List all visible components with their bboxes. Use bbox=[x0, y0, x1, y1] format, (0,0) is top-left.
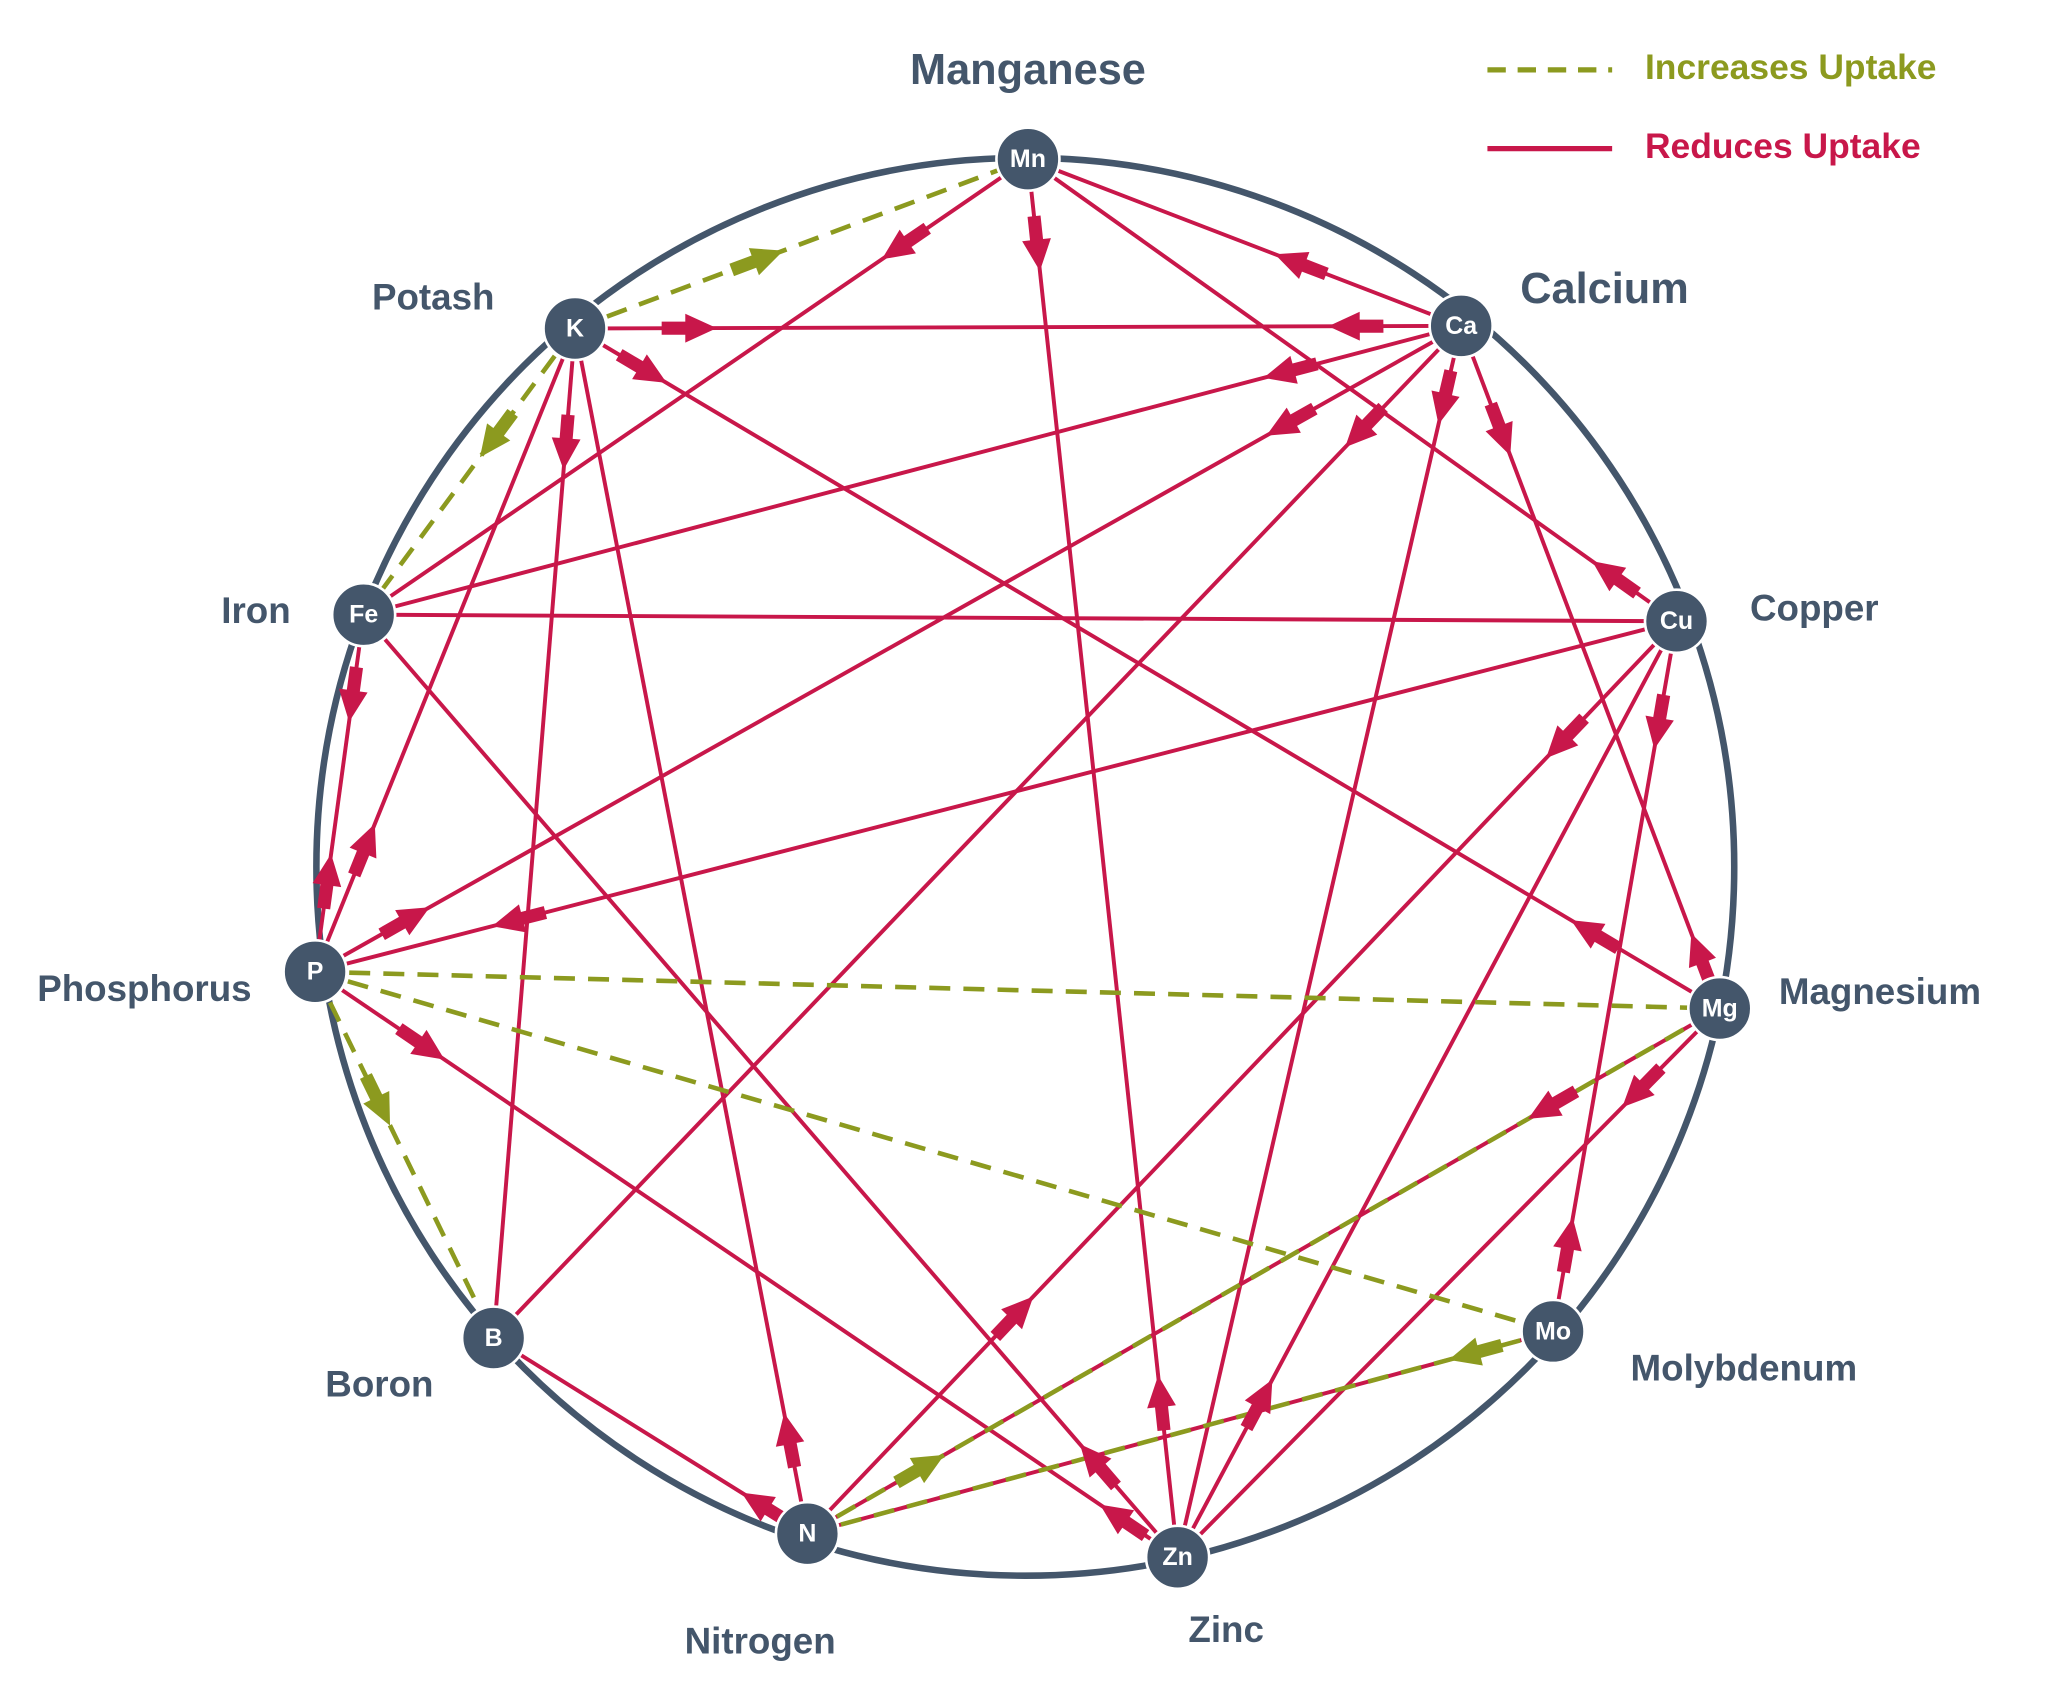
reduces-line bbox=[313, 970, 1179, 1559]
outer-ring bbox=[313, 154, 1738, 1579]
reduces-arrow bbox=[348, 823, 377, 878]
reduces-arrow bbox=[1431, 369, 1460, 425]
reduces-arrow bbox=[1546, 713, 1589, 759]
reduces-arrow bbox=[1328, 311, 1384, 341]
reduces-line bbox=[574, 326, 1721, 1011]
reduces-arrow bbox=[1528, 1085, 1580, 1119]
increases-arrow bbox=[1448, 1337, 1504, 1366]
node-name: Nitrogen bbox=[685, 1621, 836, 1662]
reduces-arrow bbox=[1100, 1504, 1150, 1542]
node-name: Copper bbox=[1750, 587, 1879, 628]
node-symbol: Mg bbox=[1702, 994, 1738, 1022]
reduces-arrow bbox=[661, 313, 717, 343]
reduces-line bbox=[805, 619, 1678, 1536]
reduces-line bbox=[362, 157, 1030, 617]
reduces-arrow bbox=[990, 1296, 1034, 1341]
reduces-arrow bbox=[1570, 920, 1622, 954]
legend-increases: Increases Uptake bbox=[1645, 47, 1937, 87]
increases-line bbox=[361, 327, 577, 617]
reduces-line bbox=[1025, 158, 1180, 1558]
node bbox=[460, 1305, 527, 1371]
reduces-arrow bbox=[1484, 401, 1513, 456]
reduces-line bbox=[491, 328, 577, 1339]
reduces-line bbox=[313, 327, 577, 973]
increases-line bbox=[806, 1329, 1554, 1536]
reduces-line bbox=[1027, 157, 1462, 328]
node-symbol: N bbox=[798, 1520, 816, 1548]
node-symbol: Fe bbox=[349, 601, 378, 629]
node-symbol: P bbox=[307, 958, 324, 986]
node bbox=[1520, 1298, 1586, 1365]
reduces-arrow bbox=[1592, 561, 1641, 599]
reduces-arrow bbox=[775, 1413, 805, 1469]
reduces-arrow bbox=[1345, 402, 1388, 448]
increases-line bbox=[574, 156, 1029, 331]
increases-arrow bbox=[479, 408, 518, 458]
increases-line bbox=[314, 969, 1554, 1334]
reduces-arrow bbox=[1147, 1375, 1176, 1432]
node bbox=[1643, 588, 1710, 655]
reduces-arrow bbox=[881, 222, 931, 260]
reduces-arrow bbox=[492, 904, 548, 933]
reduces-arrow bbox=[338, 666, 368, 722]
node bbox=[1428, 293, 1494, 359]
reduces-arrow bbox=[378, 907, 430, 941]
node bbox=[1144, 1524, 1211, 1591]
node-symbol: Cu bbox=[1660, 607, 1693, 635]
reduces-arrow bbox=[1645, 693, 1674, 750]
node-symbol: B bbox=[485, 1324, 503, 1352]
reduces-line bbox=[1175, 325, 1464, 1558]
reduces-arrow bbox=[1553, 1217, 1582, 1274]
reduces-arrow bbox=[551, 414, 581, 470]
node-symbol: Mn bbox=[1010, 145, 1046, 173]
reduces-arrow bbox=[1263, 355, 1319, 384]
reduces-arrow bbox=[1274, 251, 1329, 281]
node bbox=[774, 1500, 841, 1567]
increases-arrow bbox=[729, 248, 784, 277]
reduces-line bbox=[575, 323, 1462, 331]
reduces-arrow bbox=[312, 853, 342, 910]
node-name: Manganese bbox=[910, 46, 1146, 94]
reduces-line bbox=[1026, 157, 1678, 623]
legend-reduces: Reduces Uptake bbox=[1645, 126, 1921, 166]
node-symbol: Ca bbox=[1445, 312, 1478, 340]
node bbox=[1686, 975, 1753, 1042]
node-symbol: K bbox=[566, 314, 584, 342]
increases-arrow bbox=[893, 1454, 945, 1489]
node-symbol: Zn bbox=[1162, 1543, 1192, 1571]
reduces-arrow bbox=[1022, 215, 1051, 271]
node-name: Iron bbox=[221, 590, 290, 631]
reduces-arrow bbox=[1688, 933, 1718, 988]
arrows bbox=[312, 215, 1718, 1542]
reduces-arrow bbox=[615, 349, 667, 383]
increases-line bbox=[315, 969, 1720, 1011]
increases-arrow bbox=[359, 1073, 391, 1126]
reduces-arrow bbox=[395, 1023, 445, 1060]
node-name: Zinc bbox=[1188, 1609, 1264, 1650]
reduces-arrow bbox=[1622, 1063, 1666, 1108]
reduces-arrow bbox=[1240, 1379, 1273, 1432]
node bbox=[330, 581, 397, 648]
node-name: Boron bbox=[325, 1363, 433, 1404]
node bbox=[995, 126, 1061, 192]
node-name: Phosphorus bbox=[37, 968, 251, 1009]
reduces-line bbox=[573, 328, 810, 1535]
reduces-arrow bbox=[1079, 1444, 1121, 1491]
node-symbol: Mo bbox=[1535, 1317, 1571, 1345]
node bbox=[542, 295, 608, 362]
nodes: Mn Manganese Ca Calcium Cu Copper Mg Magnesium M… bbox=[37, 46, 1981, 1662]
node bbox=[282, 938, 348, 1005]
node-name: Calcium bbox=[1520, 265, 1689, 313]
reduces-arrow bbox=[1266, 402, 1318, 436]
node-name: Potash bbox=[372, 276, 495, 317]
node-name: Molybdenum bbox=[1631, 1348, 1858, 1389]
increases-line bbox=[806, 1006, 1721, 1536]
reduces-line bbox=[363, 612, 1677, 624]
node-name: Magnesium bbox=[1779, 971, 1981, 1012]
reduces-line bbox=[492, 324, 1463, 1340]
edges bbox=[313, 156, 1722, 1559]
